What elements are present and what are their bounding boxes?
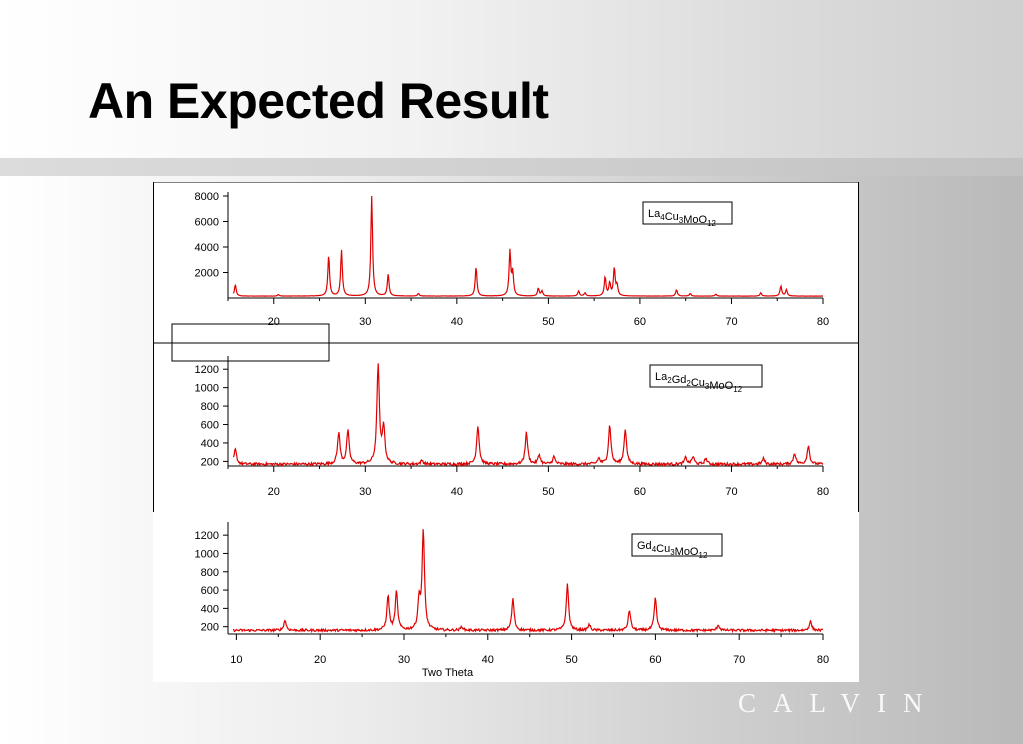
formula-subscript: 4 <box>652 545 657 554</box>
formula-element: Cu <box>656 543 670 555</box>
y-tick-label: 1200 <box>195 364 219 376</box>
y-tick-label: 200 <box>201 622 219 634</box>
title-rule <box>0 158 1023 176</box>
x-tick-label: 20 <box>268 486 280 498</box>
x-tick-label: 50 <box>565 654 577 666</box>
y-tick-label: 400 <box>201 438 219 450</box>
x-tick-label: 50 <box>542 316 554 328</box>
x-tick-label: 70 <box>725 316 737 328</box>
y-tick-label: 2000 <box>195 268 219 280</box>
formula-element: MoO <box>683 214 707 226</box>
y-tick-label: 200 <box>201 456 219 468</box>
y-tick-label: 600 <box>201 420 219 432</box>
formula-element: MoO <box>675 546 699 558</box>
y-tick-label: 8000 <box>195 191 219 203</box>
formula-subscript: 12 <box>733 385 742 394</box>
diffraction-trace <box>232 195 824 297</box>
x-tick-label: 80 <box>817 654 829 666</box>
x-tick-label: 30 <box>398 654 410 666</box>
x-axis-label: Two Theta <box>422 667 474 679</box>
y-tick-label: 6000 <box>195 217 219 229</box>
y-tick-label: 400 <box>201 603 219 615</box>
calvin-wordmark: CALVIN <box>738 688 940 718</box>
y-tick-label: 800 <box>201 567 219 579</box>
formula-element: MoO <box>709 380 733 392</box>
title-band <box>0 0 1023 158</box>
formula-subscript: 3 <box>705 382 710 391</box>
x-tick-label: 50 <box>542 486 554 498</box>
y-tick-label: 1000 <box>195 548 219 560</box>
x-tick-label: 20 <box>268 316 280 328</box>
x-tick-label: 40 <box>482 654 494 666</box>
legend-box <box>631 533 723 557</box>
slide-title: An Expected Result <box>88 73 549 129</box>
formula-element: Gd <box>637 540 652 552</box>
formula-subscript: 2 <box>667 376 672 385</box>
x-tick-label: 30 <box>359 316 371 328</box>
formula-element: La <box>655 371 668 383</box>
formula-element: Cu <box>691 377 705 389</box>
empty-label-box <box>171 323 330 362</box>
legend-box <box>649 364 763 388</box>
x-tick-label: 70 <box>725 486 737 498</box>
formula-element: Cu <box>665 211 679 223</box>
formula-subscript: 4 <box>660 213 665 222</box>
diffraction-trace <box>232 529 824 634</box>
legend-box <box>642 201 733 225</box>
figure-background <box>153 182 859 682</box>
legend-formula: Gd4Cu3MoO12 <box>637 540 708 560</box>
x-tick-label: 30 <box>359 486 371 498</box>
x-tick-label: 60 <box>634 316 646 328</box>
formula-subscript: 3 <box>670 548 675 557</box>
y-tick-label: 1000 <box>195 383 219 395</box>
formula-subscript: 3 <box>679 216 684 225</box>
diffraction-trace <box>232 363 824 467</box>
formula-element: Gd <box>672 374 687 386</box>
x-tick-label: 60 <box>649 654 661 666</box>
y-tick-label: 600 <box>201 585 219 597</box>
x-tick-label: 80 <box>817 316 829 328</box>
formula-subscript: 2 <box>686 379 691 388</box>
x-tick-label: 80 <box>817 486 829 498</box>
legend-formula: La4Cu3MoO12 <box>648 208 717 228</box>
formula-element: La <box>648 208 661 220</box>
x-tick-label: 40 <box>451 316 463 328</box>
formula-subscript: 12 <box>707 219 716 228</box>
x-tick-label: 10 <box>230 654 242 666</box>
x-tick-label: 60 <box>634 486 646 498</box>
y-tick-label: 800 <box>201 401 219 413</box>
x-tick-label: 20 <box>314 654 326 666</box>
x-tick-label: 70 <box>733 654 745 666</box>
formula-subscript: 12 <box>699 551 708 560</box>
y-tick-label: 1200 <box>195 530 219 542</box>
legend-formula: La2Gd2Cu3MoO12 <box>655 371 743 394</box>
x-tick-label: 40 <box>451 486 463 498</box>
y-tick-label: 4000 <box>195 242 219 254</box>
